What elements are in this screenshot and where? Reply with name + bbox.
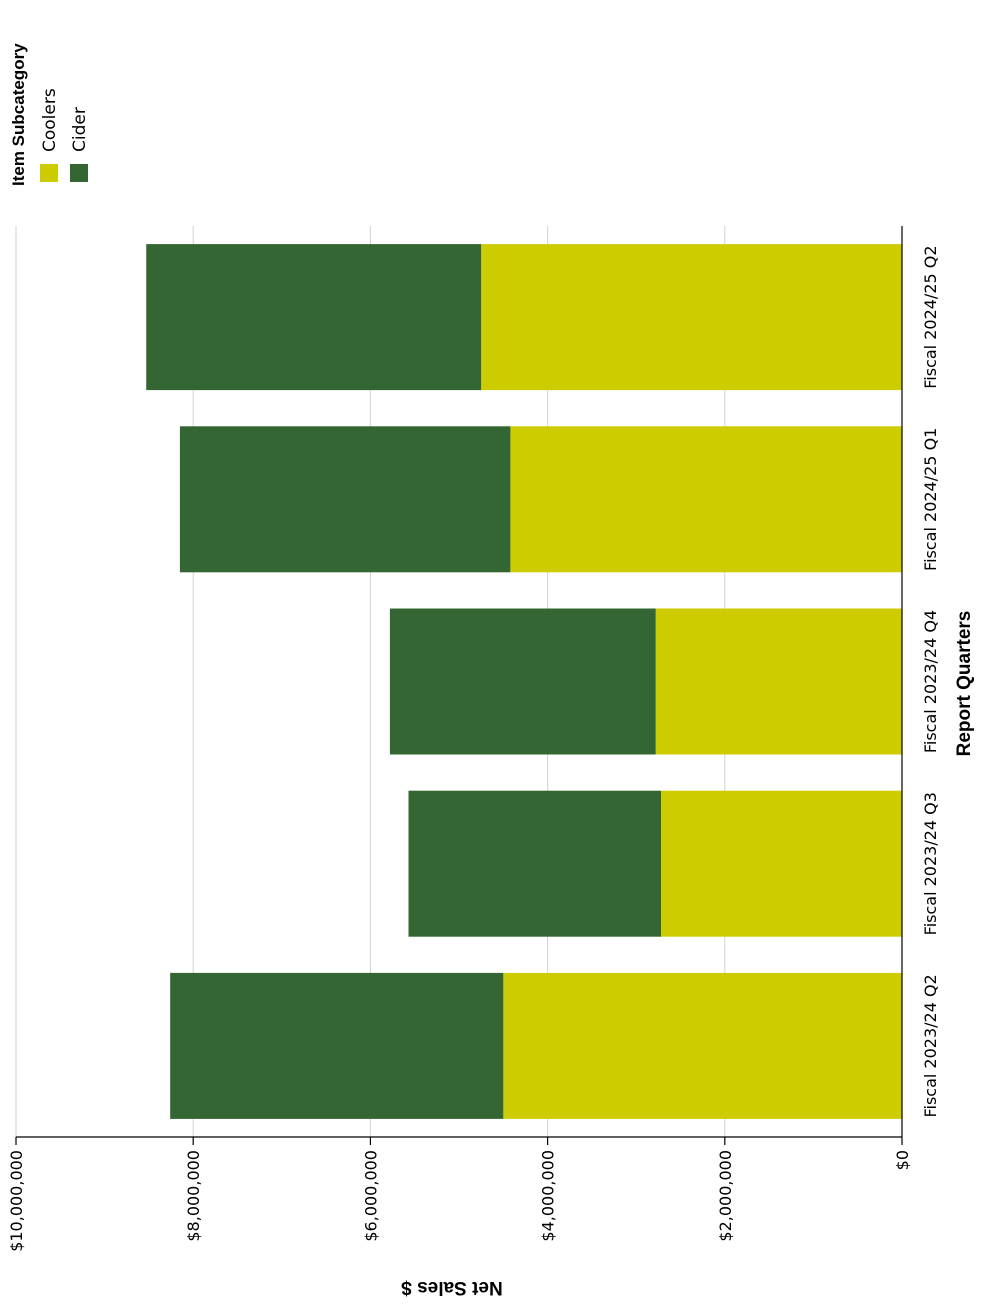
legend-title: Item Subcategory <box>9 43 28 186</box>
bar-cider-fiscal-2023-24-q3 <box>408 790 662 937</box>
bar-coolers-fiscal-2023-24-q3 <box>661 790 902 937</box>
value-tick-label-10-000-000: $10,000,000 <box>7 1150 26 1252</box>
bar-cider-fiscal-2023-24-q4 <box>389 608 656 755</box>
legend-label-cider: Cider <box>70 107 90 152</box>
category-label-fiscal-2024-25-q2: Fiscal 2024/25 Q2 <box>921 245 940 388</box>
legend-swatch-coolers <box>40 164 58 182</box>
x-axis-title: Report Quarters <box>954 611 975 757</box>
bar-coolers-fiscal-2024-25-q2 <box>481 244 902 391</box>
axis-layer: Fiscal 2023/24 Q2 Fiscal 2023/24 Q3 Fiscal… <box>7 226 975 1298</box>
bar-coolers-fiscal-2023-24-q4 <box>655 608 902 755</box>
bar-cider-fiscal-2023-24-q2 <box>170 972 504 1119</box>
legend-label-coolers: Coolers <box>40 88 60 152</box>
bar-cider-fiscal-2024-25-q2 <box>146 244 482 391</box>
category-label-fiscal-2023-24-q4: Fiscal 2023/24 Q4 <box>921 610 940 753</box>
value-tick-label-2-000-000: $2,000,000 <box>716 1150 735 1242</box>
bars-layer <box>146 244 902 1119</box>
value-tick-label-6-000-000: $6,000,000 <box>361 1150 380 1242</box>
y-axis-title: Net Sales $ <box>401 1277 503 1298</box>
value-tick-label-8-000-000: $8,000,000 <box>184 1150 203 1242</box>
bar-coolers-fiscal-2023-24-q2 <box>503 972 902 1119</box>
category-label-fiscal-2024-25-q1: Fiscal 2024/25 Q1 <box>921 428 940 571</box>
category-label-fiscal-2023-24-q3: Fiscal 2023/24 Q3 <box>921 792 940 935</box>
category-label-fiscal-2023-24-q2: Fiscal 2023/24 Q2 <box>921 974 940 1117</box>
bar-cider-fiscal-2024-25-q1 <box>179 426 511 573</box>
value-tick-label-4-000-000: $4,000,000 <box>539 1150 558 1242</box>
legend: Item Subcategory Coolers Cider <box>9 43 90 186</box>
bar-coolers-fiscal-2024-25-q1 <box>510 426 902 573</box>
legend-swatch-cider <box>70 164 88 182</box>
value-tick-label-0: $0 <box>893 1150 912 1170</box>
